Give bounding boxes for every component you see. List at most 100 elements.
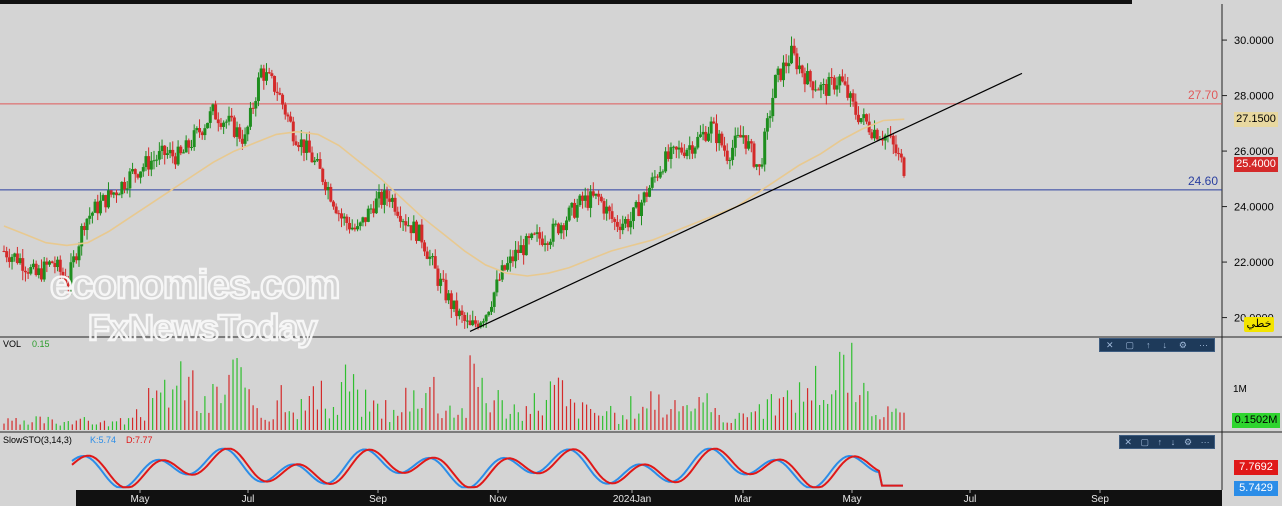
arrow-up-icon[interactable]: ↑: [1157, 437, 1163, 447]
candle-body: [640, 202, 643, 216]
candle-body: [556, 223, 560, 234]
candle-body: [846, 84, 850, 98]
candle-body: [720, 133, 724, 146]
candle-body: [487, 311, 491, 316]
candle-body: [589, 191, 593, 208]
candle-body: [693, 147, 697, 154]
more-icon[interactable]: ···: [1200, 437, 1210, 447]
candle-body: [232, 117, 236, 137]
candle-body: [69, 262, 73, 286]
y-tick-label: 22.0000: [1234, 257, 1274, 269]
oscillator-d-label: D:7.77: [126, 435, 153, 445]
candle-body: [468, 320, 472, 326]
x-tick-label: Jul: [964, 494, 977, 505]
candle-body: [830, 76, 834, 78]
candle-body: [473, 320, 477, 324]
x-tick-label: Sep: [1091, 494, 1109, 505]
volume-tick-1m: 1M: [1233, 384, 1247, 395]
candle-body: [731, 147, 735, 160]
close-icon[interactable]: ✕: [1124, 437, 1132, 447]
oscillator-k-label: K:5.74: [90, 435, 117, 445]
chart-style-button[interactable]: خطي: [1244, 317, 1274, 332]
candle-body: [106, 190, 110, 208]
y-tick-label: 26.0000: [1234, 146, 1274, 158]
candle-body: [669, 147, 673, 159]
candle-body: [599, 196, 603, 202]
candle-body: [240, 138, 244, 144]
candle-body: [551, 223, 555, 242]
candle-body: [425, 251, 429, 259]
candle-body: [771, 97, 775, 117]
candle-body: [543, 243, 547, 245]
candle-body: [50, 261, 54, 264]
candle-body: [535, 232, 539, 235]
candle-body: [784, 62, 788, 67]
top-bar: [0, 0, 1132, 4]
candle-body: [396, 211, 400, 216]
candle-body: [500, 265, 504, 280]
candle-body: [642, 192, 646, 203]
candle-body: [696, 136, 700, 148]
candle-body: [428, 256, 432, 259]
candle-body: [377, 191, 381, 199]
candle-body: [275, 91, 279, 94]
candle-body: [811, 81, 815, 91]
candle-body: [634, 201, 638, 208]
candle-body: [870, 132, 874, 139]
candle-body: [591, 191, 595, 196]
candle-body: [873, 129, 877, 139]
candle-body: [792, 45, 796, 54]
candle-body: [72, 256, 76, 263]
close-icon[interactable]: ✕: [1105, 340, 1114, 350]
window-icon[interactable]: ▢: [1125, 340, 1135, 350]
candle-body: [618, 226, 622, 231]
oscillator-panel-toolbar: ✕ ▢ ↑ ↓ ⚙ ···: [1119, 435, 1215, 449]
window-icon[interactable]: ▢: [1140, 437, 1150, 447]
candle-body: [854, 101, 858, 115]
candle-body: [227, 115, 231, 122]
candle-body: [230, 115, 234, 118]
candle-body: [149, 160, 153, 170]
candle-body: [736, 134, 740, 136]
candle-body: [463, 315, 467, 322]
candle-body: [661, 171, 665, 173]
candle-body: [353, 227, 357, 230]
candle-body: [899, 153, 903, 158]
settings-icon[interactable]: ⚙: [1183, 437, 1193, 447]
candle-body: [433, 256, 437, 269]
settings-icon[interactable]: ⚙: [1178, 340, 1187, 350]
candle-body: [152, 160, 156, 162]
candle-body: [516, 249, 520, 253]
candle-body: [602, 201, 606, 214]
candle-body: [790, 45, 793, 64]
candle-body: [243, 134, 247, 144]
candle-body: [133, 169, 137, 175]
candle-body: [340, 213, 343, 219]
candle-body: [93, 201, 97, 213]
watermark-fxnewstoday: FxNewsToday: [88, 307, 317, 348]
candle-body: [139, 171, 143, 178]
candle-body: [256, 77, 260, 102]
x-tick-label: May: [131, 494, 150, 505]
candle-body: [117, 194, 121, 196]
arrow-up-icon[interactable]: ↑: [1145, 340, 1151, 350]
candle-body: [23, 270, 27, 273]
candle-body: [305, 140, 309, 153]
arrow-down-icon[interactable]: ↓: [1162, 340, 1167, 350]
candle-body: [299, 139, 303, 148]
candle-body: [302, 139, 306, 153]
candle-body: [13, 253, 17, 257]
candle-body: [366, 208, 370, 222]
candle-body: [476, 323, 480, 328]
candle-body: [141, 167, 145, 172]
candle-body: [704, 131, 708, 141]
candle-body: [578, 195, 582, 206]
candle-body: [538, 232, 542, 239]
candle-body: [80, 226, 84, 247]
candle-body: [77, 246, 81, 261]
x-tick-label: 2024Jan: [613, 494, 651, 505]
arrow-down-icon[interactable]: ↓: [1170, 437, 1176, 447]
candle-body: [294, 141, 298, 145]
more-icon[interactable]: ···: [1198, 340, 1208, 350]
candle-body: [460, 310, 464, 316]
